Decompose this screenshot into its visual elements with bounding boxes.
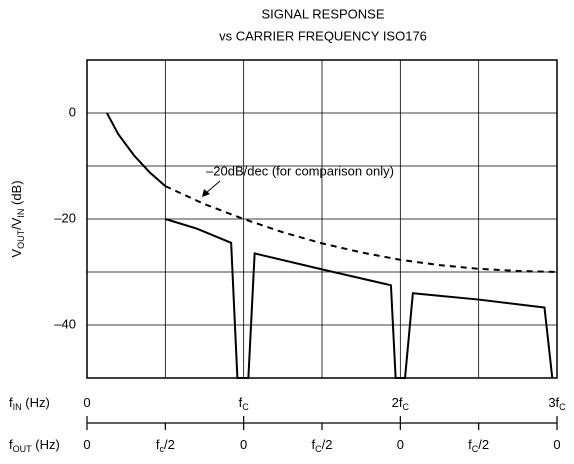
x2-tick-label: 0 [553,437,560,452]
label-part: 0 [240,437,247,452]
label-part: /2 [478,437,489,452]
chart-title: SIGNAL RESPONSE [261,6,384,21]
label-part: 0 [397,437,404,452]
label-part: (Hz) [22,395,50,410]
y-tick-label: –20 [54,210,76,225]
y-tick-label: 0 [69,104,76,119]
x2-tick-label: fc/2 [156,437,175,454]
annotation: –20dB/dec (for comparison only) [206,163,394,178]
x-tick-label: 3fC [548,395,566,412]
subscript: C [403,402,410,412]
subscript: IN [16,209,26,218]
subscript: IN [13,402,22,412]
label-part: 0 [83,395,90,410]
label-part: 0 [83,437,90,452]
series-line [106,112,554,379]
label-part: 3f [548,395,559,410]
label-part: f [9,437,13,452]
label-part: f [468,437,472,452]
x-tick-label: 2fC [392,395,410,412]
subscript: C [315,444,322,454]
subscript: c [159,444,164,454]
x2-tick-label: fC/2 [468,437,489,454]
label-part: f [156,437,160,452]
label-part: 2f [392,395,403,410]
label-part: (Hz) [32,437,60,452]
x2-tick-label: 0 [240,437,247,452]
series-line [164,185,558,273]
label-part: f [312,437,316,452]
x-tick-label: 0 [83,395,90,410]
label-part: 0 [553,437,560,452]
annotation-arrow [205,180,221,194]
subscript: OUT [13,444,33,454]
subscript: C [242,402,249,412]
axis-label: fIN (Hz) [9,395,50,412]
plot-frame [86,59,558,379]
subscript: C [559,402,566,412]
subscript: C [472,444,479,454]
axis-label: fOUT (Hz) [9,437,60,454]
chart-subtitle: vs CARRIER FREQUENCY ISO176 [219,28,427,43]
label-part: /V [9,217,24,230]
y-tick-label: –40 [54,316,76,331]
label-part: f [9,395,13,410]
label-part: f [239,395,243,410]
annotation-arrowhead [202,189,210,197]
subscript: OUT [16,229,26,249]
x-tick-label: fC [239,395,250,412]
label-part: /2 [322,437,333,452]
label-part: (dB) [9,180,24,208]
label-part: V [9,249,24,258]
x2-tick-label: fC/2 [312,437,333,454]
label-part: /2 [164,437,175,452]
axis-label: VOUT/VIN (dB) [9,180,26,257]
x2-tick-label: 0 [397,437,404,452]
x2-tick-label: 0 [83,437,90,452]
